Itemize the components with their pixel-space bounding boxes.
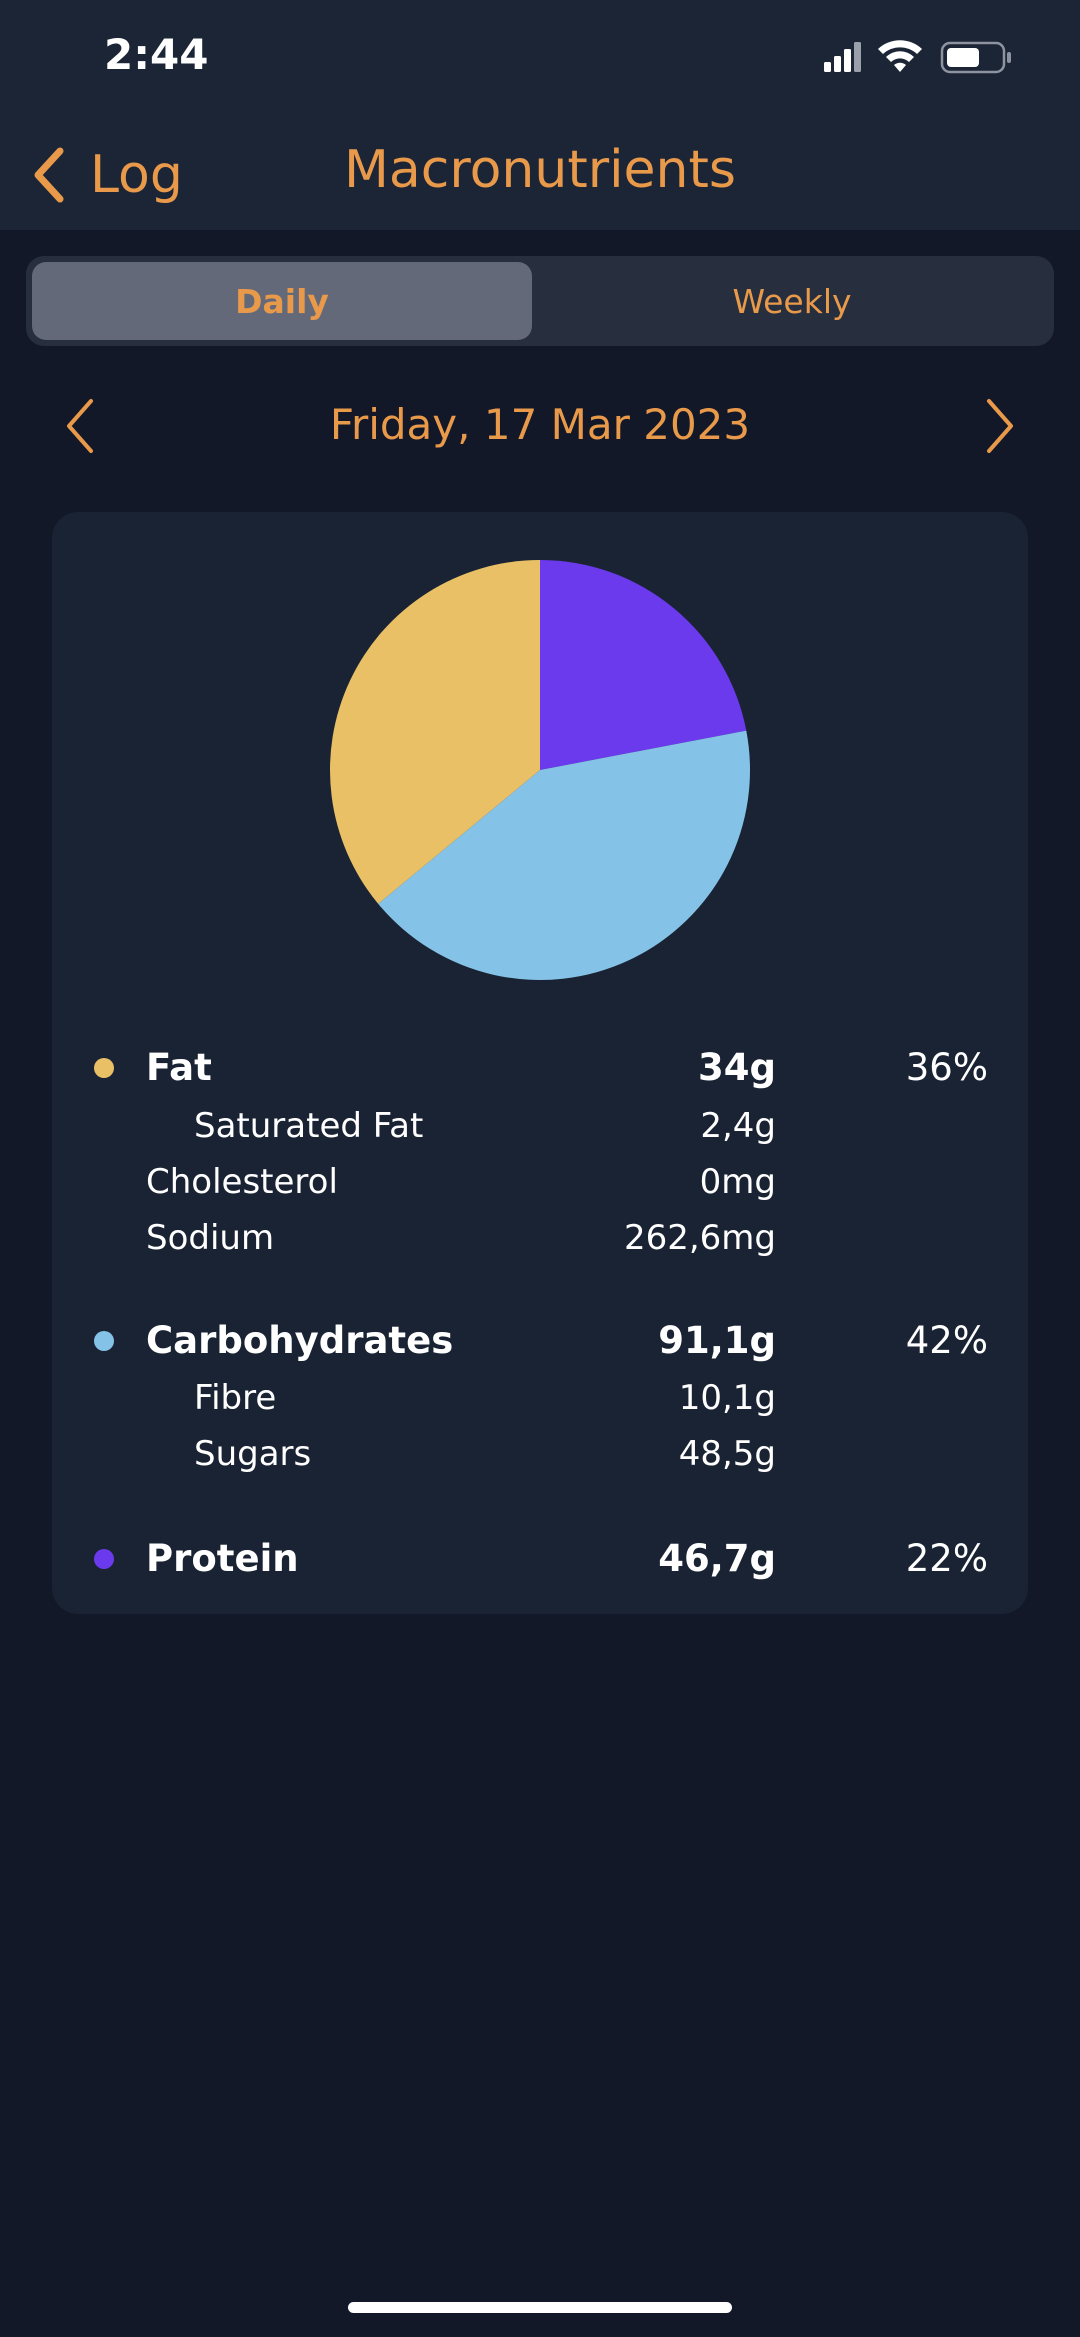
period-segmented-control: Daily Weekly [26,256,1054,346]
pie-slice-fat [330,560,540,904]
nutrient-name: Fibre [194,1378,277,1418]
nutrient-amount: 0mg [699,1162,776,1202]
home-indicator [348,2302,732,2313]
nutrient-name: Saturated Fat [194,1106,424,1146]
nutrient-name: Carbohydrates [146,1319,454,1362]
page-title: Macronutrients [344,140,736,200]
nutrient-amount: 262,6mg [623,1218,776,1258]
chevron-right-icon [987,399,1013,453]
protein-legend-dot [94,1549,114,1569]
segment-weekly[interactable]: Weekly [732,281,852,321]
nutrient-amount: 46,7g [658,1537,776,1580]
nutrient-row-protein: Protein 46,7g 22% [52,1533,1028,1583]
nutrient-amount: 34g [698,1046,776,1089]
pie-slice-protein [540,560,747,770]
nutrient-percent: 22% [905,1537,988,1580]
status-time: 2:44 [104,30,209,79]
nutrient-amount: 48,5g [678,1434,776,1474]
nutrient-percent: 42% [905,1319,988,1362]
back-button[interactable]: Log [30,135,183,215]
nutrient-name: Protein [146,1537,299,1580]
nutrient-row-cholesterol: Cholesterol 0mg [52,1158,1028,1208]
top-bar: 2:44 [0,0,1080,230]
chevron-left-icon [34,147,64,203]
nutrient-name: Fat [146,1046,212,1089]
nutrient-row-fibre: Fibre 10,1g [52,1374,1028,1424]
pie-chart-svg [330,560,750,981]
nutrient-name: Cholesterol [146,1162,338,1202]
nutrient-amount: 10,1g [678,1378,776,1418]
macronutrient-pie-chart [320,550,760,990]
cellular-signal-icon [824,42,861,72]
wifi-icon [878,40,922,72]
nutrient-row-fat: Fat 34g 36% [52,1042,1028,1092]
next-day-button[interactable] [970,396,1030,456]
macronutrients-card: Fat 34g 36% Saturated Fat 2,4g Cholester… [52,512,1028,1614]
back-label: Log [90,145,183,205]
date-label: Friday, 17 Mar 2023 [329,400,751,449]
date-navigator: Friday, 17 Mar 2023 [0,390,1080,470]
nutrient-row-carbohydrates: Carbohydrates 91,1g 42% [52,1315,1028,1365]
nutrient-amount: 2,4g [700,1106,776,1146]
status-indicators-icon [824,40,1011,74]
nutrient-name: Sodium [146,1218,275,1258]
nutrient-row-sodium: Sodium 262,6mg [52,1214,1028,1264]
segment-daily[interactable]: Daily [32,262,532,340]
nutrient-row-saturated-fat: Saturated Fat 2,4g [52,1102,1028,1152]
nutrient-percent: 36% [905,1046,988,1089]
carbohydrates-legend-dot [94,1331,114,1351]
nutrient-name: Sugars [194,1434,312,1474]
pie-slice-carbohydrates [378,730,750,981]
status-icons [824,38,1024,78]
previous-day-button[interactable] [50,396,110,456]
nutrient-amount: 91,1g [658,1319,776,1362]
fat-legend-dot [94,1058,114,1078]
nutrient-row-sugars: Sugars 48,5g [52,1430,1028,1480]
battery-icon [940,41,1011,74]
chevron-left-icon [67,399,93,453]
